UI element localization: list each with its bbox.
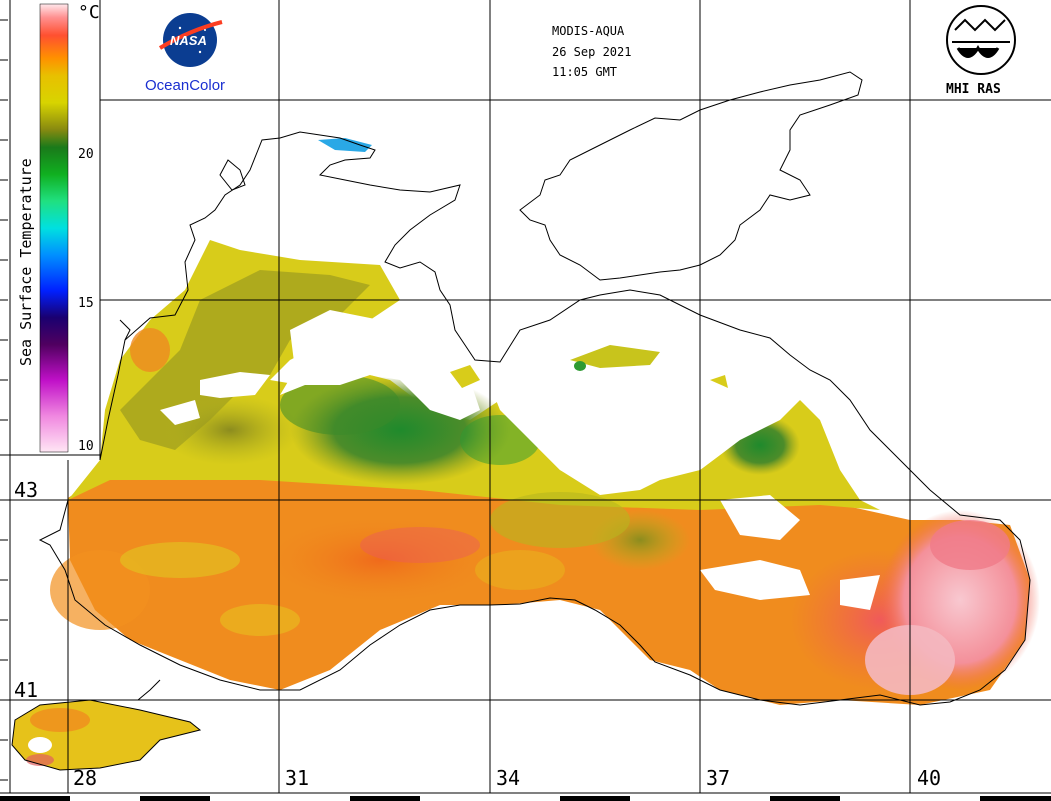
bottom-ruler <box>0 792 1051 801</box>
cloud-gap-east-1 <box>720 495 800 540</box>
nasa-logo: NASA OceanColor <box>145 13 225 94</box>
legend-tick-10: 10 <box>78 439 94 454</box>
lon-label-28: 28 <box>73 766 97 790</box>
legend-tick-20: 20 <box>78 147 94 162</box>
lagoon-blue <box>318 138 372 152</box>
date-label: 26 Sep 2021 <box>552 45 631 59</box>
cloud-gap-crimea <box>280 310 480 420</box>
lon-label-34: 34 <box>496 766 520 790</box>
lon-label-37: 37 <box>706 766 730 790</box>
sensor-label: MODIS-AQUA <box>552 24 625 38</box>
lat-label-43: 43 <box>14 478 38 502</box>
legend-colorbar <box>39 3 69 453</box>
cloud-gap-east-2 <box>700 560 810 600</box>
crimea-patch <box>450 365 480 388</box>
time-label: 11:05 GMT <box>552 65 617 79</box>
mhi-logo: MHI RAS <box>946 5 1016 97</box>
oceancolor-wordmark: OceanColor <box>145 77 225 94</box>
legend: Sea Surface Temperature °C 20 15 10 <box>17 2 100 454</box>
mhi-wordmark: MHI RAS <box>946 82 1001 97</box>
legend-unit: °C <box>78 2 100 23</box>
cloud-gap-central <box>470 310 840 495</box>
legend-title: Sea Surface Temperature <box>17 158 35 366</box>
nasa-wordmark: NASA <box>170 33 207 48</box>
azov-small <box>710 375 728 388</box>
lat-label-41: 41 <box>14 678 38 702</box>
sea-surface <box>12 138 1040 770</box>
lon-label-31: 31 <box>285 766 309 790</box>
legend-tick-15: 15 <box>78 296 94 311</box>
lon-label-40: 40 <box>917 766 941 790</box>
cloud-gap-far-east <box>840 430 920 515</box>
cloud-gap-east-3 <box>840 575 880 610</box>
mhi-emblem-icon <box>946 5 1016 75</box>
cloud-gap-nw <box>200 372 270 398</box>
left-ruler <box>0 0 11 801</box>
azov-patch <box>570 345 660 368</box>
cloud-gap-nw2 <box>160 400 200 425</box>
